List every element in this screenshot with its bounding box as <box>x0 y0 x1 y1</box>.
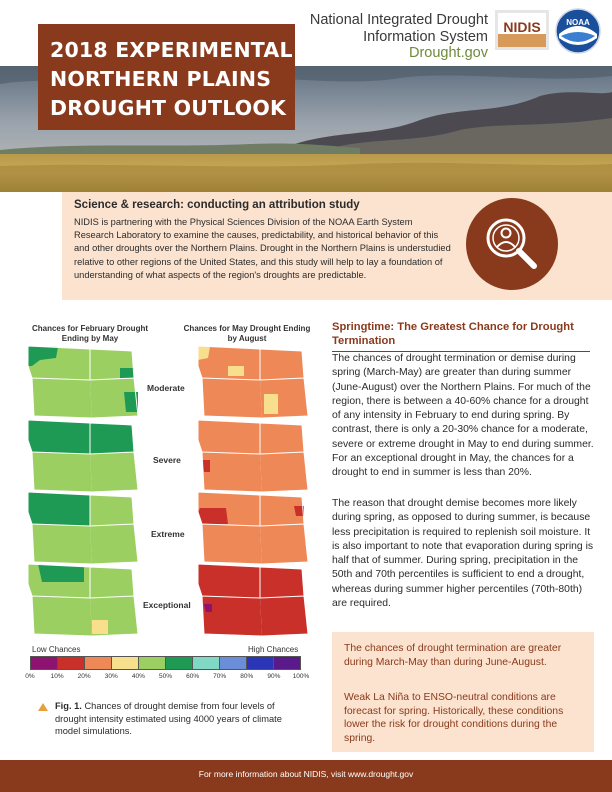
scale-tick-label: 80% <box>240 673 254 680</box>
scale-low-label: Low Chances <box>32 645 81 654</box>
scale-tick-label: 40% <box>131 673 145 680</box>
scale-swatch-1 <box>58 657 85 669</box>
nidis-logo: NIDIS <box>495 10 549 50</box>
scale-swatch-7 <box>220 657 247 669</box>
scale-swatch-6 <box>193 657 220 669</box>
figure-caption-text: Chances of drought demise from four leve… <box>55 701 282 736</box>
scale-tick-label: 60% <box>186 673 200 680</box>
callout-text-2: Weak La Niña to ENSO-neutral conditions … <box>344 692 564 744</box>
row-label-moderate: Moderate <box>147 383 185 393</box>
map-may-moderate <box>198 346 308 419</box>
article-paragraph-2: The reason that drought demise becomes m… <box>332 498 594 610</box>
scale-tick-label: 0% <box>25 673 35 680</box>
title-line-1: 2018 EXPERIMENTAL <box>50 38 293 62</box>
scale-tick-label: 70% <box>213 673 227 680</box>
scale-tick-label: 50% <box>158 673 173 680</box>
scale-swatch-0 <box>31 657 58 669</box>
scale-tick-label: 20% <box>77 673 91 680</box>
scale-swatch-2 <box>85 657 112 669</box>
figure-caption-label: Fig. 1. <box>55 701 82 711</box>
footer: For more information about NIDIS, visit … <box>0 760 612 792</box>
scale-swatch-9 <box>274 657 300 669</box>
color-scale-bar <box>30 656 301 670</box>
row-label-extreme: Extreme <box>151 529 185 539</box>
org-url[interactable]: Drought.gov <box>409 45 488 61</box>
noaa-logo-text: NOAA <box>566 18 590 27</box>
org-line-1: National Integrated Drought <box>309 12 488 28</box>
map-may-exceptional <box>198 564 308 637</box>
scale-swatch-5 <box>166 657 193 669</box>
scale-tick-label: 10% <box>50 673 64 680</box>
org-name: National Integrated Drought Information … <box>300 12 488 62</box>
science-icon-circle <box>466 198 558 290</box>
scale-tick-label: 30% <box>104 673 118 680</box>
right-map-heading: Chances for May Drought Ending by August <box>183 324 311 343</box>
nidis-logo-text: NIDIS <box>503 19 540 35</box>
science-title: Science & research: conducting an attrib… <box>74 199 360 211</box>
row-label-severe: Severe <box>153 455 181 465</box>
article-paragraph-1: The chances of drought termination or de… <box>332 353 594 479</box>
title-line-3: DROUGHT OUTLOOK <box>50 96 287 120</box>
footer-text[interactable]: For more information about NIDIS, visit … <box>198 769 414 779</box>
map-feb-severe <box>28 420 138 493</box>
scale-high-label: High Chances <box>248 645 299 654</box>
figure-caption: Fig. 1. Chances of drought demise from f… <box>55 700 285 738</box>
map-feb-moderate <box>28 346 138 419</box>
callout-box: The chances of drought termination are g… <box>332 632 594 752</box>
org-line-2: Information System <box>363 28 488 45</box>
row-label-exceptional: Exceptional <box>143 600 191 610</box>
science-section: Science & research: conducting an attrib… <box>62 192 612 300</box>
map-feb-extreme <box>28 492 138 565</box>
noaa-logo: NOAA <box>555 8 601 54</box>
scale-swatch-4 <box>139 657 166 669</box>
scale-swatch-8 <box>247 657 274 669</box>
science-body: NIDIS is partnering with the Physical Sc… <box>74 217 451 280</box>
map-feb-exceptional <box>28 564 138 637</box>
callout-text-1: The chances of drought termination are g… <box>344 643 562 668</box>
scale-swatch-3 <box>112 657 139 669</box>
map-may-extreme <box>198 492 308 565</box>
caption-triangle-icon <box>38 703 48 711</box>
left-map-heading: Chances for February Drought Ending by M… <box>31 324 148 343</box>
scale-tick-label: 100% <box>292 673 310 680</box>
title-line-2: NORTHERN PLAINS <box>50 67 272 91</box>
page-title: 2018 EXPERIMENTAL NORTHERN PLAINS DROUGH… <box>38 24 295 130</box>
magnifying-glass-person-icon <box>486 218 537 269</box>
header: 2018 EXPERIMENTAL NORTHERN PLAINS DROUGH… <box>0 0 612 130</box>
scale-tick-label: 90% <box>267 673 281 680</box>
color-scale-ticks: 0% 10% 20% 30% 40% 50% 60% 70% 80% 90% 100% <box>25 673 309 683</box>
map-may-severe <box>198 420 308 493</box>
article-title: Springtime: The Greatest Chance for Drou… <box>332 321 590 352</box>
